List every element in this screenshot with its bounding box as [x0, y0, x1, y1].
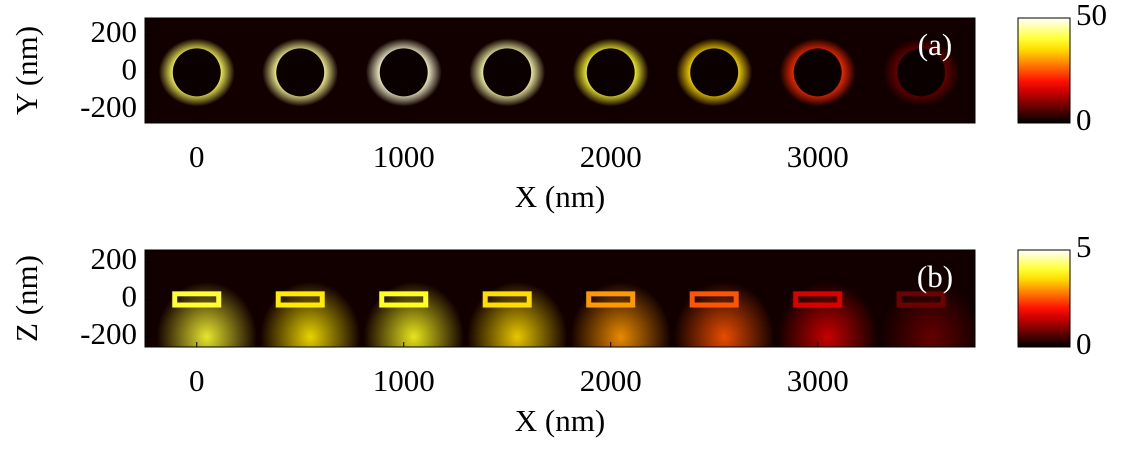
- x-tick-label: 2000: [580, 139, 642, 174]
- particle-edge: [793, 291, 843, 308]
- y-tick-label: -200: [80, 316, 137, 351]
- x-tick-label: 0: [189, 363, 205, 398]
- particle: [276, 48, 325, 97]
- colorbar-tick-label: 0: [1076, 326, 1092, 361]
- field-glow: [156, 281, 257, 347]
- y-axis-label: Z (nm): [9, 255, 44, 342]
- field-glow: [777, 281, 878, 347]
- y-tick-label: 200: [91, 241, 138, 276]
- x-tick-label: 3000: [787, 363, 849, 398]
- field-glow: [467, 281, 568, 347]
- x-tick-label: 3000: [787, 139, 849, 174]
- particle-edge: [586, 291, 636, 308]
- particle: [483, 48, 532, 97]
- panel-label: (b): [917, 259, 953, 294]
- colorbar: [1017, 249, 1071, 348]
- particle-edge: [379, 291, 429, 308]
- colorbar-tick-label: 0: [1076, 102, 1092, 137]
- colorbar: [1017, 17, 1071, 124]
- field-glow: [570, 281, 671, 347]
- plot-frame: [144, 249, 976, 348]
- field-glow: [881, 281, 975, 347]
- colorbar-tick-label: 50: [1076, 0, 1107, 32]
- field-glow: [260, 281, 361, 347]
- field-glow: [674, 281, 775, 347]
- particle: [690, 48, 739, 97]
- x-tick-label: 0: [189, 139, 205, 174]
- particle-edge: [172, 291, 222, 308]
- y-tick-label: 0: [122, 51, 138, 86]
- y-tick-label: -200: [80, 89, 137, 124]
- y-tick-label: 0: [122, 279, 138, 314]
- particle: [897, 48, 946, 97]
- particle-edge: [896, 291, 946, 308]
- particle-edge: [275, 291, 325, 308]
- plot-frame: [144, 17, 976, 124]
- y-tick-label: 200: [91, 14, 138, 49]
- particle: [172, 48, 221, 97]
- particle: [586, 48, 635, 97]
- x-tick-label: 2000: [580, 363, 642, 398]
- y-axis-label: Y (nm): [9, 26, 44, 115]
- plot-area: [145, 250, 975, 347]
- x-axis-label: X (nm): [515, 403, 605, 438]
- field-glow: [363, 281, 464, 347]
- colorbar-tick-label: 5: [1076, 229, 1092, 264]
- particle-edge: [689, 291, 739, 308]
- x-axis-label: X (nm): [515, 179, 605, 214]
- plot-area: [145, 18, 975, 123]
- x-tick-label: 1000: [373, 363, 435, 398]
- x-tick-label: 1000: [373, 139, 435, 174]
- panel-label: (a): [918, 27, 952, 62]
- particle: [379, 48, 428, 97]
- particle-edge: [482, 291, 532, 308]
- particle: [793, 48, 842, 97]
